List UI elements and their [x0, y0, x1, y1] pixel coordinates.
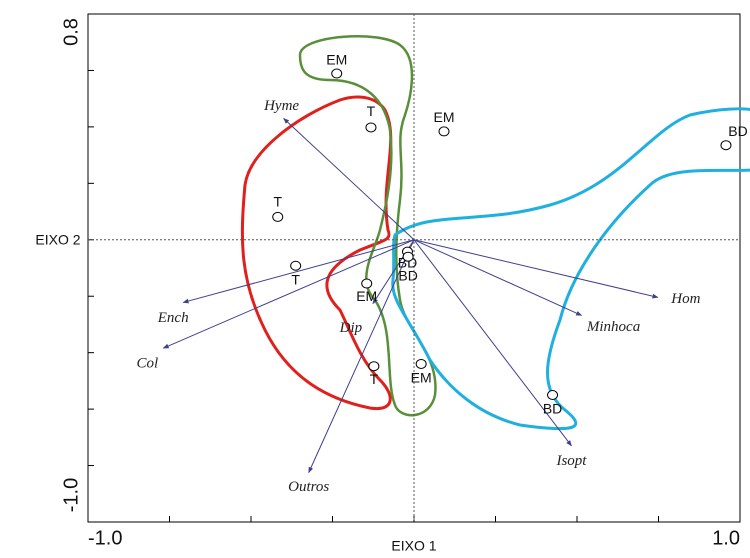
point: [438, 126, 450, 137]
vector-arrow: [283, 118, 415, 241]
vector-arrow: [413, 239, 572, 447]
point-label: BD: [543, 401, 562, 417]
x-tick-label: 1.0: [712, 527, 740, 549]
group-hulls: [240, 35, 750, 431]
x-axis-label: EIXO 1: [391, 538, 436, 554]
point-label: BD: [398, 267, 417, 283]
vector-arrow: [162, 239, 415, 349]
point-label: EM: [411, 370, 432, 386]
vector-arrow: [308, 239, 415, 474]
vector-label: Minhoca: [586, 319, 640, 335]
hull-em: [298, 35, 437, 417]
point: [720, 140, 732, 151]
point-label: EM: [356, 288, 377, 304]
point: [415, 358, 427, 369]
vector-arrow: [182, 239, 415, 304]
point: [272, 211, 284, 222]
vector-label: Dip: [339, 320, 363, 336]
vector-label: Ench: [157, 310, 189, 326]
point-label: EM: [326, 51, 347, 67]
point: [290, 260, 302, 271]
point: [361, 278, 373, 289]
point: [331, 68, 343, 79]
point: [368, 361, 380, 372]
point-label: BD: [728, 123, 747, 139]
y-tick-label: -1.0: [60, 478, 82, 512]
vector-label: Isopt: [555, 453, 587, 469]
y-tick-label: 0.8: [60, 18, 82, 46]
point-label: T: [370, 371, 379, 387]
vector-label: Hyme: [263, 98, 299, 114]
point: [547, 390, 559, 400]
point-label: T: [273, 194, 282, 210]
vector-arrow: [413, 239, 583, 316]
y-axis-label: EIXO 2: [35, 232, 80, 248]
vector-label: Hom: [670, 291, 700, 307]
point: [365, 122, 377, 133]
point: [402, 251, 414, 262]
x-tick-label: -1.0: [88, 527, 122, 549]
hull-bd: [391, 107, 750, 431]
point-label: EM: [433, 109, 454, 125]
hull-t: [240, 95, 393, 411]
point-label: T: [291, 271, 300, 287]
vector-arrow: [413, 239, 659, 299]
vector-label: Col: [136, 356, 158, 372]
vector-label: Outros: [288, 479, 329, 495]
point-label: T: [367, 103, 376, 119]
